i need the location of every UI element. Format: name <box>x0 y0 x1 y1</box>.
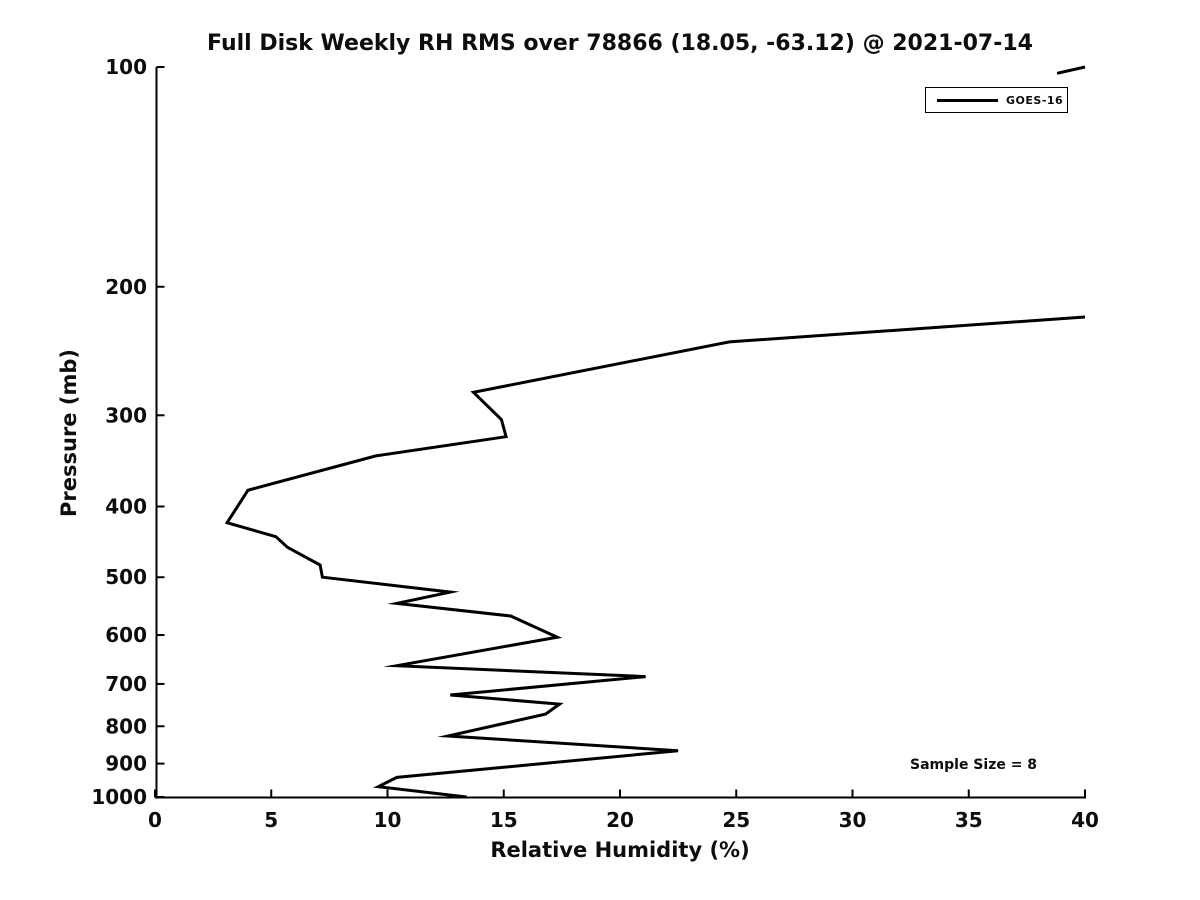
y-tick-label: 500 <box>105 565 147 589</box>
y-tick-label: 200 <box>105 275 147 299</box>
y-tick-label: 700 <box>105 672 147 696</box>
y-tick-label: 900 <box>105 752 147 776</box>
x-tick-label: 5 <box>264 808 278 832</box>
legend-line-sample <box>937 98 998 102</box>
y-tick-label: 600 <box>105 623 147 647</box>
y-tick-label: 1000 <box>91 785 147 809</box>
y-tick-label: 300 <box>105 403 147 427</box>
y-tick-label: 100 <box>105 55 147 79</box>
x-axis-label: Relative Humidity (%) <box>490 838 750 862</box>
y-tick-label: 400 <box>105 495 147 519</box>
chart-title: Full Disk Weekly RH RMS over 78866 (18.0… <box>207 31 1033 56</box>
series-line-goes-16 <box>224 315 1086 797</box>
legend-box: GOES-16 <box>925 87 1068 113</box>
x-tick-label: 35 <box>955 808 983 832</box>
y-axis-label: Pressure (mb) <box>57 349 81 517</box>
x-tick-label: 30 <box>839 808 867 832</box>
x-tick-label: 25 <box>722 808 750 832</box>
sample-size-annotation: Sample Size = 8 <box>910 757 1038 773</box>
y-tick-label: 800 <box>105 714 147 738</box>
axis-spines <box>155 67 1086 799</box>
x-tick-label: 20 <box>606 808 634 832</box>
x-tick-label: 40 <box>1071 808 1099 832</box>
series-line-goes-16 <box>1056 65 1086 75</box>
x-tick-label: 10 <box>374 808 402 832</box>
x-tick-label: 0 <box>148 808 162 832</box>
legend-label: GOES-16 <box>1006 93 1064 107</box>
x-tick-label: 15 <box>490 808 518 832</box>
series-group <box>224 65 1086 797</box>
